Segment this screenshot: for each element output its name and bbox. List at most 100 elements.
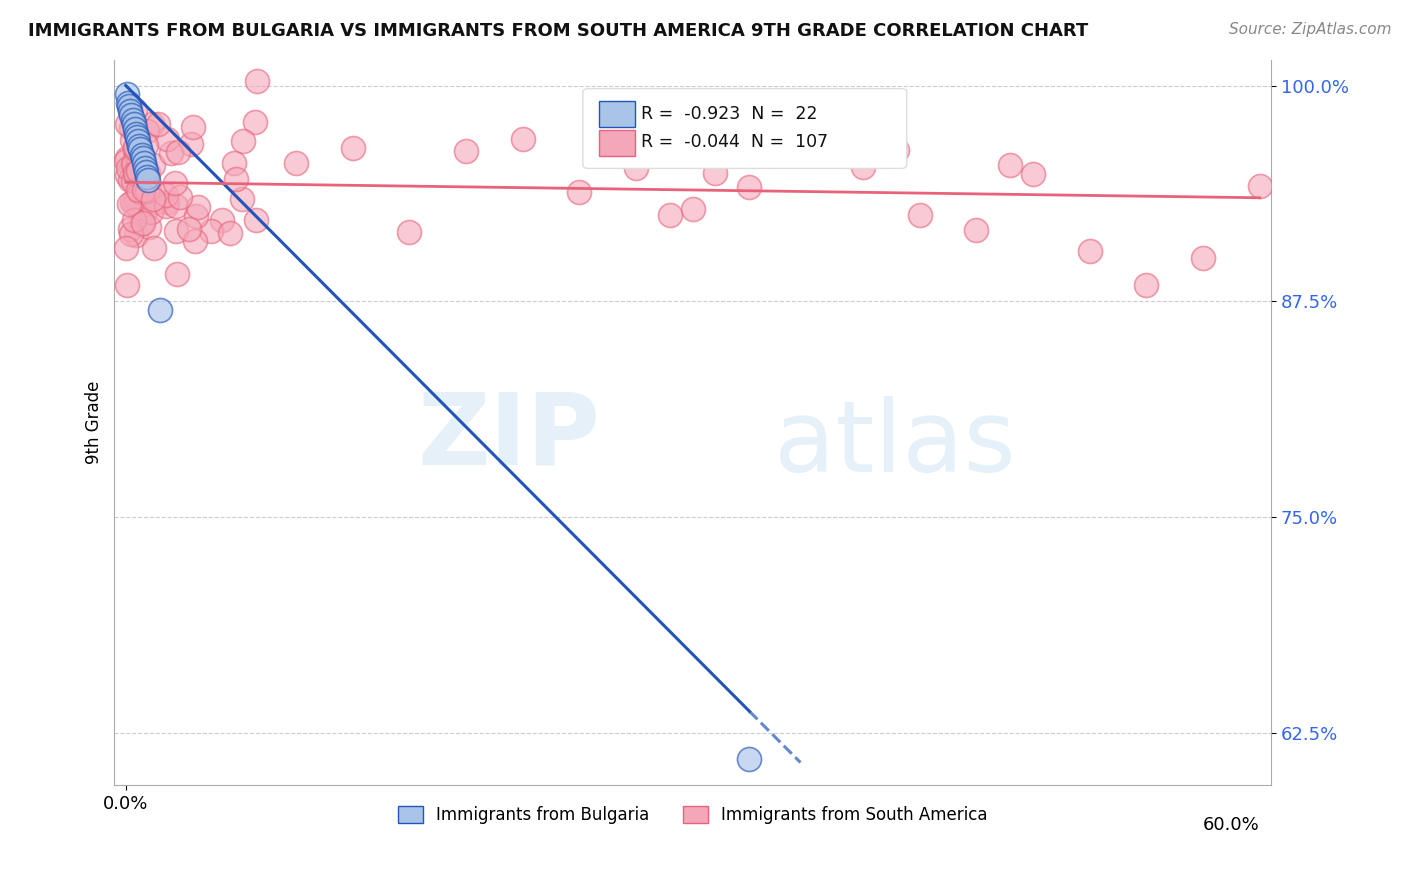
Point (122, 157, 145, 171)
Point (125, 161, 148, 175)
Point (128, 201, 150, 215)
Point (243, 115, 266, 129)
Point (127, 189, 149, 203)
Point (1135, 278, 1157, 293)
Point (122, 157, 145, 171)
FancyBboxPatch shape (599, 130, 636, 156)
Point (155, 199, 177, 213)
Point (134, 188, 156, 202)
Point (165, 224, 187, 238)
Point (129, 186, 152, 200)
Point (738, 180, 761, 194)
Point (118, 221, 141, 235)
Point (184, 234, 207, 248)
Point (120, 227, 142, 242)
Point (127, 164, 149, 178)
Point (1000, 159, 1022, 173)
Point (117, 161, 139, 175)
Point (121, 133, 143, 147)
Point (125, 146, 148, 161)
Point (135, 185, 157, 199)
Point (568, 185, 591, 199)
Point (115, 168, 138, 182)
Text: R =  -0.044  N =  107: R = -0.044 N = 107 (641, 133, 828, 151)
Point (122, 174, 145, 188)
Point (1249, 178, 1271, 193)
Point (134, 203, 156, 218)
FancyBboxPatch shape (583, 88, 907, 169)
Point (136, 124, 159, 138)
Point (118, 103, 141, 117)
Point (127, 149, 149, 163)
Point (114, 241, 136, 255)
Point (200, 224, 222, 238)
Point (117, 95, 139, 110)
Point (124, 143, 146, 157)
Point (115, 277, 138, 292)
Point (127, 179, 149, 194)
Point (129, 142, 152, 156)
Point (180, 136, 202, 151)
Point (124, 166, 146, 180)
Point (142, 158, 165, 172)
Point (284, 155, 307, 169)
Point (342, 141, 364, 155)
Point (738, 752, 761, 766)
Text: atlas: atlas (773, 395, 1015, 492)
Point (231, 192, 253, 206)
Point (127, 130, 149, 145)
Point (165, 199, 187, 213)
Point (138, 182, 160, 196)
Point (115, 153, 138, 168)
Point (120, 120, 142, 135)
Point (132, 157, 155, 171)
Point (138, 173, 160, 187)
Point (682, 202, 704, 216)
Point (115, 151, 138, 165)
Point (125, 127, 148, 141)
Point (166, 267, 188, 281)
Point (122, 212, 145, 227)
Point (132, 216, 155, 230)
Legend: Immigrants from Bulgaria, Immigrants from South America: Immigrants from Bulgaria, Immigrants fro… (391, 799, 994, 831)
Point (156, 195, 179, 210)
Point (1192, 251, 1215, 265)
Point (120, 104, 142, 119)
Point (128, 153, 150, 167)
Point (127, 134, 149, 148)
Point (232, 134, 254, 148)
Point (115, 87, 138, 102)
Point (222, 155, 245, 169)
Point (124, 161, 146, 176)
Point (125, 167, 148, 181)
Point (136, 166, 159, 180)
Point (1078, 244, 1101, 258)
Point (135, 165, 157, 179)
Point (211, 213, 233, 227)
Point (704, 166, 727, 180)
Point (134, 161, 156, 176)
Point (177, 222, 200, 236)
Point (398, 225, 420, 239)
Point (124, 103, 146, 117)
FancyBboxPatch shape (599, 101, 636, 127)
Point (852, 160, 875, 174)
Point (120, 173, 142, 187)
Point (132, 151, 155, 165)
Y-axis label: 9th Grade: 9th Grade (86, 381, 103, 464)
Text: R =  -0.923  N =  22: R = -0.923 N = 22 (641, 105, 817, 123)
Point (132, 156, 155, 170)
Point (181, 120, 204, 135)
Point (135, 137, 157, 152)
Point (624, 161, 647, 175)
Point (142, 192, 165, 206)
Point (886, 143, 908, 157)
Point (246, 74, 269, 88)
Point (121, 195, 143, 210)
Point (225, 171, 247, 186)
Point (184, 210, 207, 224)
Point (138, 220, 160, 235)
Point (166, 145, 188, 159)
Point (187, 200, 209, 214)
Point (163, 176, 186, 190)
